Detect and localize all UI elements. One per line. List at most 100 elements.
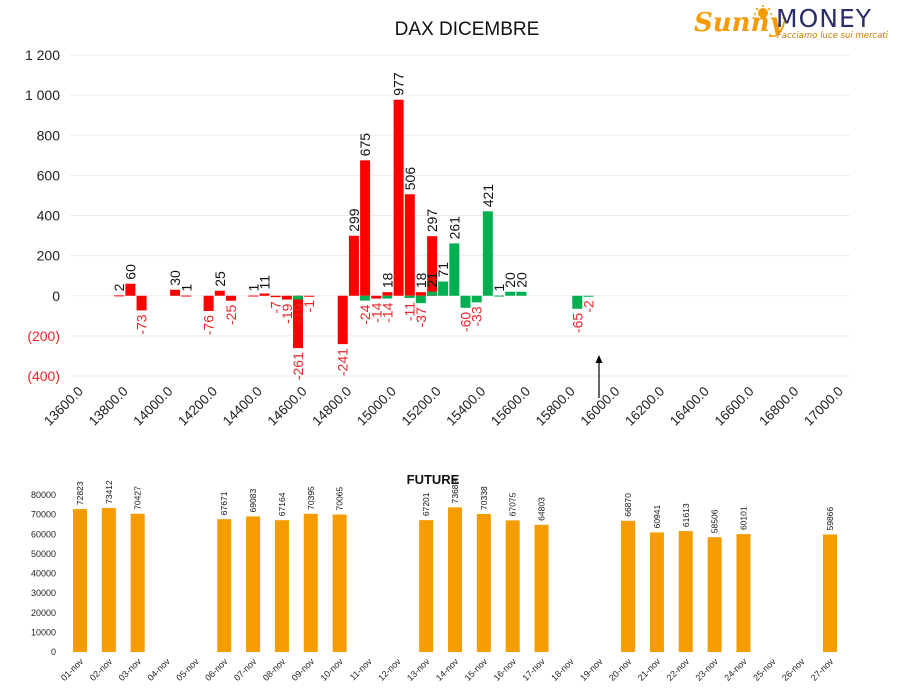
data-label: -60 <box>458 312 474 332</box>
x-tick-label: 02-nov <box>88 656 115 683</box>
data-label: 67164 <box>277 492 287 516</box>
sun-icon <box>754 5 772 18</box>
future-bar <box>303 513 318 652</box>
y-tick-label: 70000 <box>31 510 56 520</box>
data-label: 59866 <box>825 507 835 531</box>
x-tick-label: 16400.0 <box>667 384 712 429</box>
future-bar <box>476 513 491 652</box>
y-axis: 0 10000 20000 30000 40000 50000 60000 70000 8000… <box>31 490 56 657</box>
x-tick-label: 03-nov <box>117 656 144 683</box>
red-bar <box>337 295 348 345</box>
chart-title: DAX DICEMBRE <box>395 19 540 40</box>
x-tick-label: 05-nov <box>174 656 201 683</box>
green-bar <box>516 291 527 296</box>
future-bar <box>649 532 664 652</box>
data-label: 20 <box>502 272 518 288</box>
data-label: -241 <box>335 348 351 376</box>
data-label: -37 <box>413 307 429 327</box>
data-label: -76 <box>201 315 217 335</box>
x-tick-label: 21-nov <box>636 656 663 683</box>
red-bar <box>393 99 404 296</box>
data-labels: 260-73301-7625-25111-7-19-261-1-24129967… <box>111 72 596 380</box>
bars <box>114 99 594 349</box>
data-label: 61613 <box>681 503 691 527</box>
y-tick-label: 20000 <box>31 608 56 618</box>
future-bar <box>621 520 636 652</box>
data-label: -14 <box>368 302 384 322</box>
x-axis: 13600.0 13800.0 14000.0 14200.0 14400.0 14600… <box>41 384 846 429</box>
red-bar <box>248 295 259 297</box>
data-label: -19 <box>290 303 306 323</box>
data-label: 18 <box>413 272 429 288</box>
red-bar <box>281 295 292 300</box>
x-tick-label: 13800.0 <box>86 384 131 429</box>
red-bar <box>214 290 225 296</box>
green-bar <box>292 295 303 300</box>
x-tick-label: 01-nov <box>59 656 86 683</box>
future-bar <box>534 524 549 652</box>
data-label: 72823 <box>75 481 85 505</box>
data-label: 18 <box>379 272 395 288</box>
data-label: 70338 <box>479 486 489 510</box>
x-tick-label: 14600.0 <box>265 384 310 429</box>
x-tick-label: 10-nov <box>318 656 345 683</box>
data-label: -73 <box>134 314 150 334</box>
x-tick-label: 15200.0 <box>399 384 444 429</box>
data-label: 21 <box>424 272 440 288</box>
x-tick-label: 16000.0 <box>577 384 622 429</box>
data-label: 69083 <box>248 489 258 513</box>
x-tick-label: 17000.0 <box>801 384 846 429</box>
x-tick-label: 16800.0 <box>756 384 801 429</box>
logo-brand-part1: Sunny <box>694 8 786 38</box>
red-bar <box>170 289 181 296</box>
data-label: 25 <box>212 271 228 287</box>
green-bar <box>482 211 493 296</box>
red-bar <box>427 236 438 296</box>
data-label: -261 <box>290 352 306 380</box>
data-label: 64803 <box>537 497 547 521</box>
x-tick-label: 08-nov <box>261 656 288 683</box>
x-tick-label: 16-nov <box>492 656 519 683</box>
x-tick-label: 15800.0 <box>533 384 578 429</box>
data-label: 675 <box>357 133 373 157</box>
data-label: 60941 <box>652 504 662 528</box>
red-bar <box>136 295 147 311</box>
future-bar <box>274 520 289 652</box>
data-label: 58506 <box>710 509 720 533</box>
y-tick-label: 40000 <box>31 569 56 579</box>
x-tick-label: 09-nov <box>290 656 317 683</box>
x-tick-label: 19-nov <box>578 656 605 683</box>
data-label: 67671 <box>219 491 229 515</box>
data-label: 66870 <box>623 493 633 517</box>
data-label: 30 <box>167 270 183 286</box>
data-label: -2 <box>580 300 596 313</box>
red-bar <box>114 295 125 297</box>
x-tick-label: 17-nov <box>520 656 547 683</box>
data-label: 261 <box>446 216 462 240</box>
x-tick-label: 06-nov <box>203 656 230 683</box>
dax-dicembre-chart: DAX DICEMBRE (400) (200) 0 200 400 600 800 1 00… <box>25 19 850 429</box>
x-tick-label: 25-nov <box>751 656 778 683</box>
x-tick-label: 15400.0 <box>443 384 488 429</box>
data-label: 1 <box>491 284 507 292</box>
data-label: 1 <box>178 284 194 292</box>
green-bar <box>460 295 471 308</box>
x-tick-label: 14400.0 <box>220 384 265 429</box>
y-tick-label: 400 <box>37 208 61 224</box>
y-tick-label: 600 <box>37 167 61 183</box>
future-bar <box>130 513 145 652</box>
x-tick-label: 04-nov <box>145 656 172 683</box>
future-bar <box>505 520 520 652</box>
future-bar <box>736 534 751 652</box>
red-bar <box>371 295 382 299</box>
x-tick-label: 15-nov <box>463 656 490 683</box>
chart-title: FUTURE <box>407 472 460 487</box>
x-tick-label: 22-nov <box>665 656 692 683</box>
red-bar <box>415 292 426 296</box>
x-tick-label: 18-nov <box>549 656 576 683</box>
data-label: 421 <box>480 184 496 208</box>
data-label: 297 <box>424 209 440 233</box>
future-bar <box>823 534 837 652</box>
y-tick-label: 200 <box>37 248 61 264</box>
x-tick-label: 07-nov <box>232 656 259 683</box>
